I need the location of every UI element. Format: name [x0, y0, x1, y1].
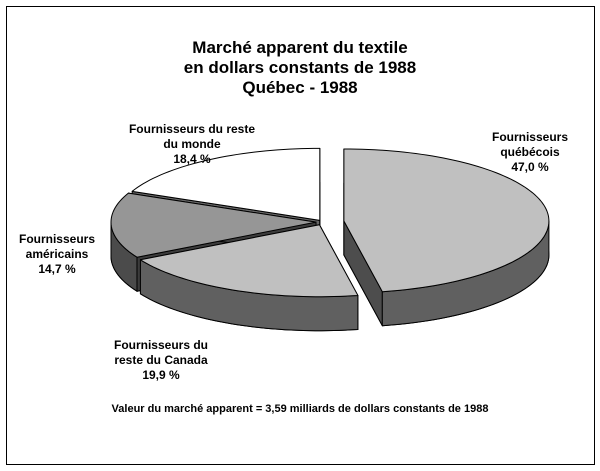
- slice: [343, 148, 550, 293]
- slice-label: Fournisseurs du reste du Canada 19,9 %: [100, 338, 222, 383]
- value-label: 18,4 %: [173, 152, 211, 166]
- slice: [139, 224, 359, 298]
- category-label: Fournisseurs québécois: [491, 130, 569, 159]
- slice-label: Fournisseurs américains 14,7 %: [12, 232, 102, 277]
- slice: [131, 147, 321, 221]
- annotation: Valeur du marché apparent = 3,59 milliar…: [111, 403, 489, 415]
- category-label: Fournisseurs du reste du Canada: [113, 338, 208, 367]
- value-label: 14,7 %: [38, 262, 76, 276]
- chart-title: Québec - 1988: [242, 78, 358, 97]
- value-label: 19,9 %: [142, 368, 180, 382]
- slice-label: Fournisseurs québécois 47,0 %: [478, 130, 582, 175]
- value-label: 47,0 %: [511, 160, 549, 174]
- category-label: Fournisseurs du reste du monde: [128, 122, 256, 151]
- chart-title: en dollars constants de 1988: [183, 58, 417, 77]
- chart-title: Marché apparent du textile: [192, 38, 408, 57]
- slice-label: Fournisseurs du reste du monde 18,4 %: [128, 122, 256, 167]
- slice: [110, 192, 317, 258]
- category-label: Fournisseurs américains: [18, 232, 96, 261]
